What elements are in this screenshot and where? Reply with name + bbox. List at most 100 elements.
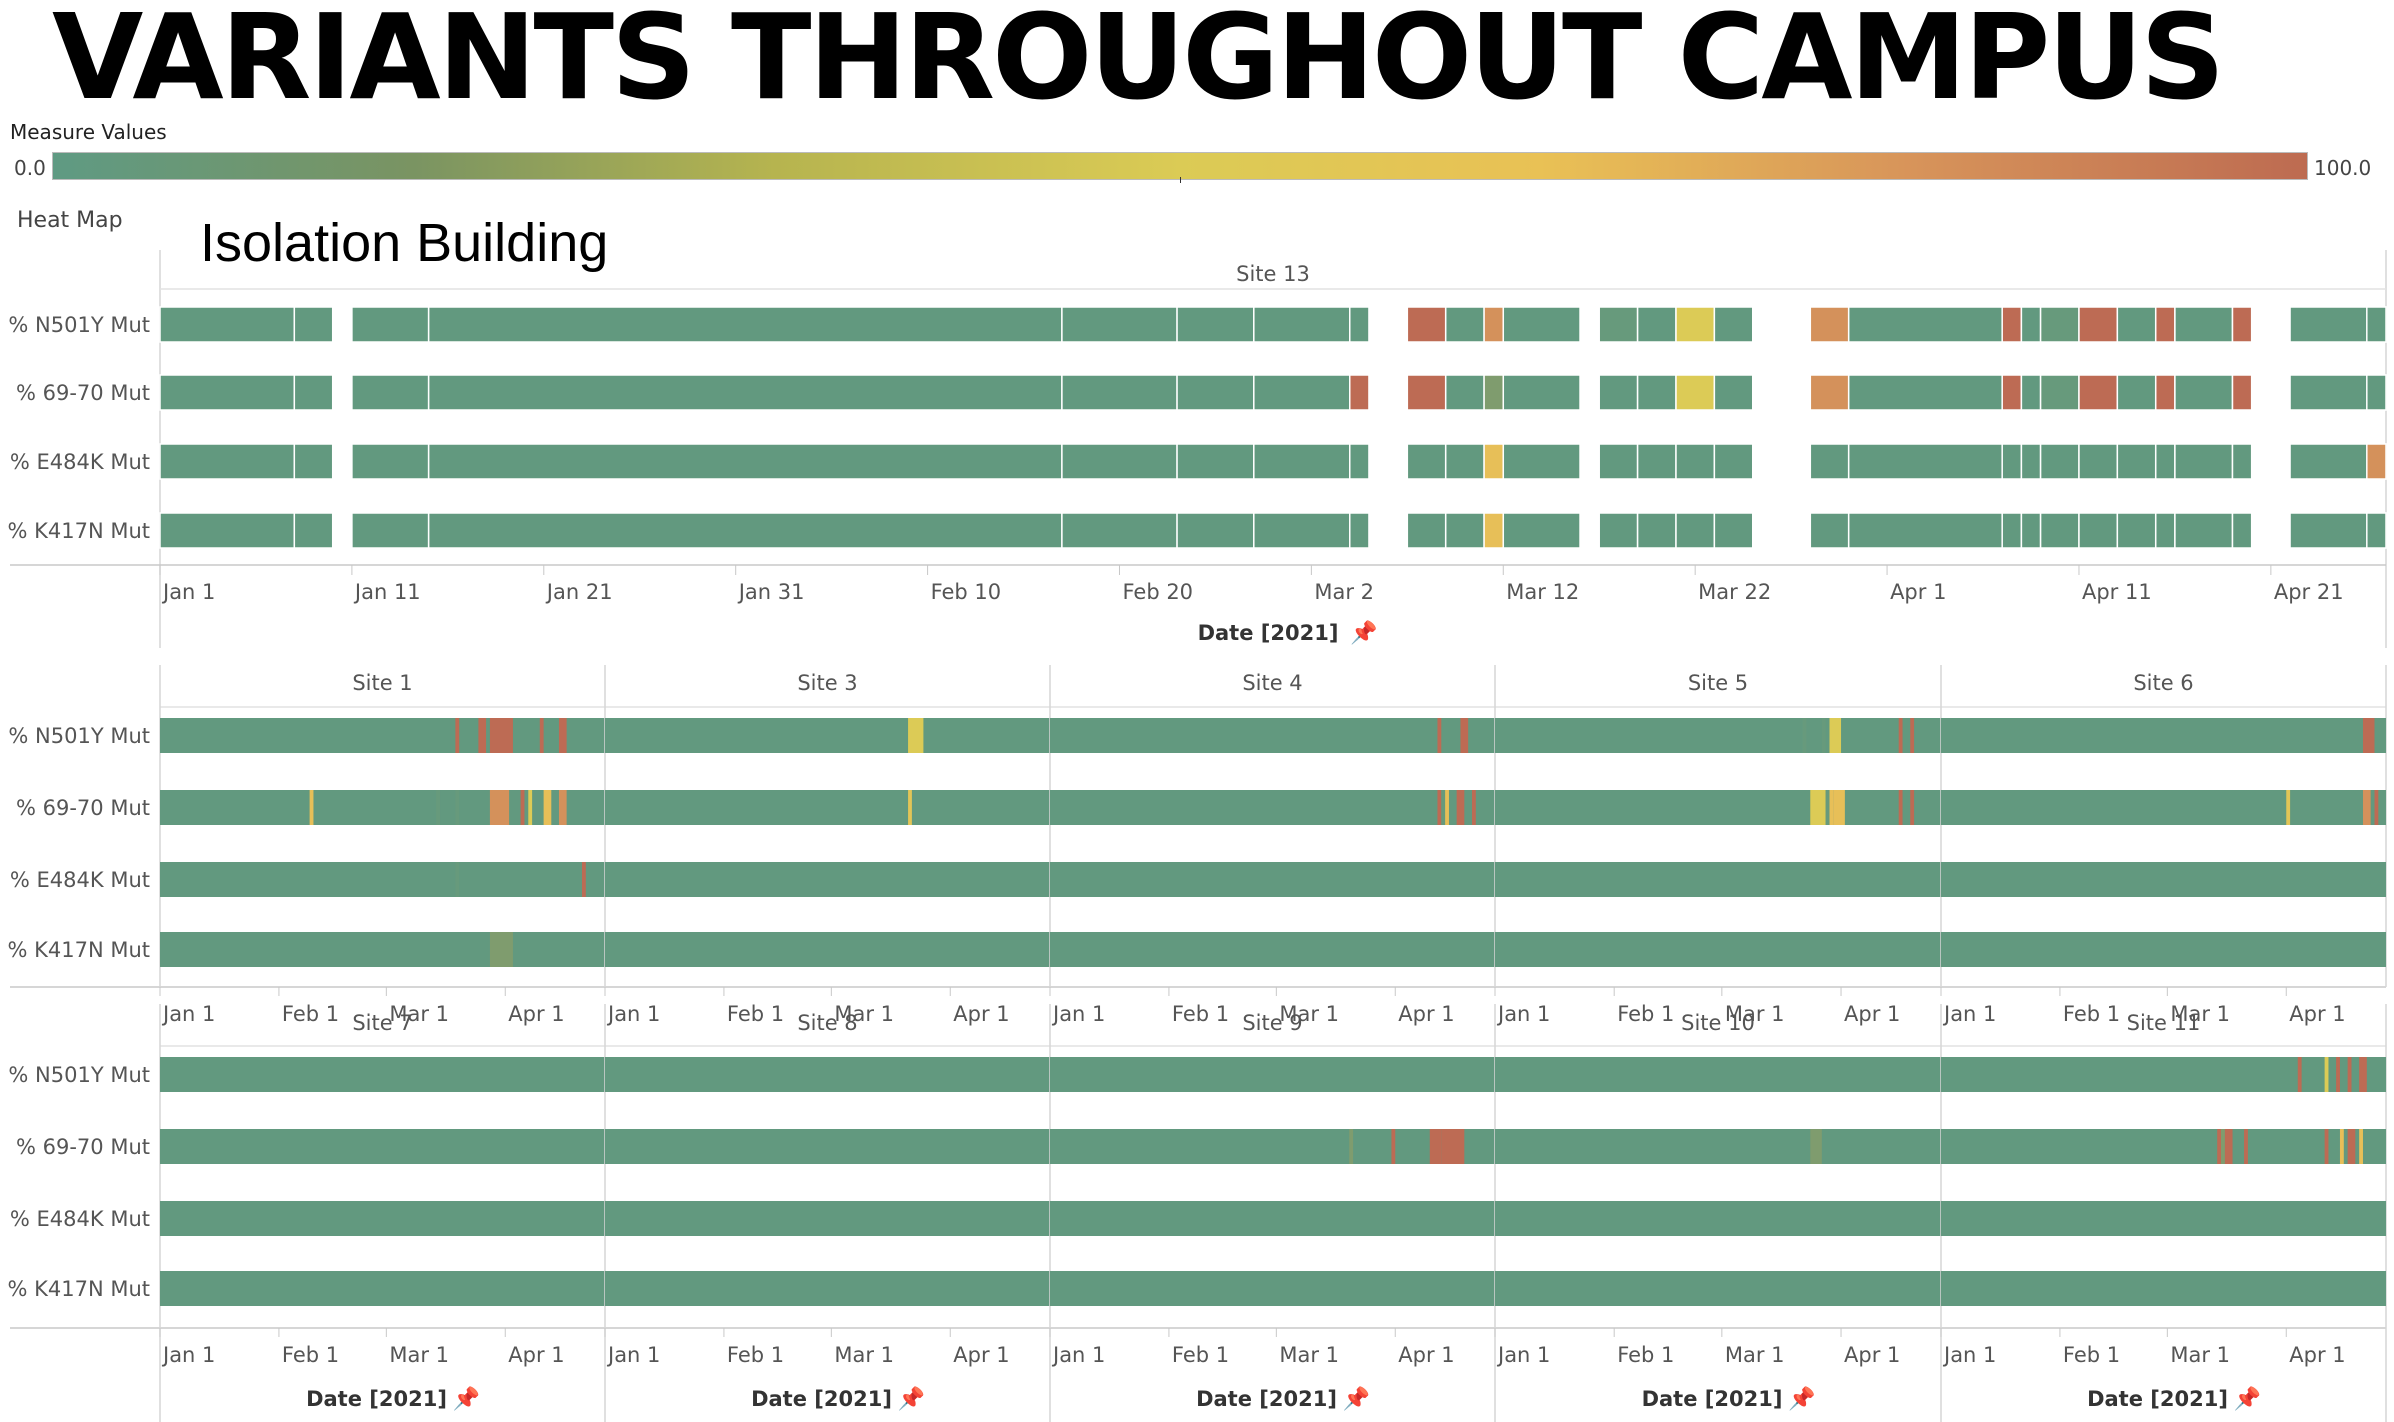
heat-row-bar (605, 1271, 1050, 1306)
heat-cell (427, 306, 1063, 343)
x-tick-label: Apr 11 (2082, 580, 2152, 604)
x-tick-label: Jan 1 (161, 580, 215, 604)
site-title-label: Site 10 (1681, 1011, 1755, 1035)
heat-cell (2231, 374, 2253, 411)
heat-row-bar (605, 862, 1050, 897)
heat-cell (2231, 306, 2253, 343)
x-tick-label: Jan 31 (737, 580, 805, 604)
heat-cell (1444, 443, 1485, 480)
heat-cell (1437, 790, 1442, 825)
heat-cell (2078, 443, 2119, 480)
heat-cell (1636, 374, 1677, 411)
heat-row-bar (1495, 1271, 1941, 1306)
heat-cell (1502, 443, 1581, 480)
heat-map-label: Heat Map (17, 208, 123, 233)
row-label: % N501Y Mut (8, 313, 150, 337)
heat-cell (1176, 512, 1255, 549)
heat-cell (1502, 374, 1581, 411)
x-tick-label: Jan 1 (1942, 1002, 1996, 1026)
date-axis-title: Date [2021] (306, 1387, 447, 1411)
row-label: % 69-70 Mut (16, 1135, 150, 1159)
heat-cell (489, 932, 513, 967)
site-title-label: Site 8 (797, 1011, 857, 1035)
heat-cell (351, 306, 430, 343)
heat-cell (2039, 374, 2080, 411)
x-tick-label: Apr 1 (1398, 1343, 1454, 1367)
heat-cell (2174, 306, 2234, 343)
row-label: % E484K Mut (10, 1207, 150, 1231)
x-tick-label: Mar 1 (1279, 1002, 1339, 1026)
site-title-label: Site 1 (352, 671, 412, 695)
heat-cell (1406, 306, 1447, 343)
heat-cell (1675, 374, 1716, 411)
heat-cell (2001, 306, 2023, 343)
heat-cell (2359, 1057, 2367, 1092)
heat-row-bar (1495, 1057, 1941, 1092)
heat-cell (2244, 1129, 2248, 1164)
heat-cell (1176, 374, 1255, 411)
legend-max-label: 100.0 (2314, 156, 2372, 180)
heat-row-bar (1050, 862, 1495, 897)
pin-icon: 📌 (1350, 619, 1377, 646)
x-tick-label: Mar 1 (389, 1002, 449, 1026)
x-tick-label: Feb 1 (1617, 1002, 1674, 1026)
heat-row-bar (160, 932, 605, 967)
heat-cell (1809, 443, 1850, 480)
x-tick-label: Feb 1 (727, 1343, 784, 1367)
heat-row-bar (1941, 1057, 2386, 1092)
site-title-label: Site 6 (2133, 671, 2193, 695)
heat-cell (2001, 512, 2023, 549)
heat-cell (1598, 512, 1639, 549)
heat-cell (2020, 512, 2042, 549)
heat-row-bar (1495, 1129, 1941, 1164)
date-axis-title: Date [2021] (1642, 1387, 1783, 1411)
site-title-label: Site 4 (1242, 671, 1302, 695)
x-tick-label: Mar 1 (1725, 1343, 1785, 1367)
heat-cell (351, 512, 430, 549)
heat-cell (478, 718, 487, 753)
x-tick-label: Apr 1 (2289, 1343, 2345, 1367)
heat-cell (1502, 512, 1581, 549)
heat-cell (1483, 306, 1505, 343)
site-title-label: Site 11 (2127, 1011, 2201, 1035)
heat-row-bar (605, 1129, 1050, 1164)
heat-cell (1483, 512, 1505, 549)
x-tick-label: Feb 10 (931, 580, 1002, 604)
x-tick-label: Jan 1 (1051, 1002, 1105, 1026)
heat-cell (1847, 306, 2003, 343)
heat-cell (2154, 443, 2176, 480)
heat-cell (1833, 790, 1845, 825)
heat-cell (1460, 718, 1469, 753)
x-tick-label: Feb 1 (727, 1002, 784, 1026)
heat-cell (1061, 512, 1178, 549)
heat-row-bar (1495, 718, 1941, 753)
x-tick-label: Apr 21 (2274, 580, 2344, 604)
heat-row-bar (605, 718, 1050, 753)
x-tick-label: Jan 21 (545, 580, 613, 604)
heat-row-bar (1050, 932, 1495, 967)
heat-row-bar (1941, 718, 2386, 753)
heat-row-bar (160, 1201, 605, 1236)
x-tick-label: Jan 1 (1496, 1343, 1550, 1367)
heat-cell (455, 862, 460, 897)
x-tick-label: Feb 1 (2063, 1002, 2120, 1026)
heat-cell (1349, 512, 1370, 549)
heat-cell (2020, 443, 2042, 480)
heat-cell (1847, 374, 2003, 411)
isolation-building-label: Isolation Building (200, 213, 609, 273)
heat-cell (1829, 790, 1834, 825)
heat-cell (1809, 512, 1850, 549)
date-axis-title: Date [2021] (751, 1387, 892, 1411)
heat-cell (581, 862, 586, 897)
heat-cell (539, 718, 544, 753)
heat-cell (1444, 374, 1485, 411)
heat-cell (1910, 790, 1915, 825)
site-title-label: Site 5 (1688, 671, 1748, 695)
x-tick-label: Feb 1 (282, 1002, 339, 1026)
heat-row-bar (1495, 932, 1941, 967)
heat-row-bar (1050, 718, 1495, 753)
heat-cell (1825, 790, 1830, 825)
heat-cell (293, 443, 334, 480)
heat-cell (1176, 306, 1255, 343)
heat-cell (2116, 443, 2157, 480)
